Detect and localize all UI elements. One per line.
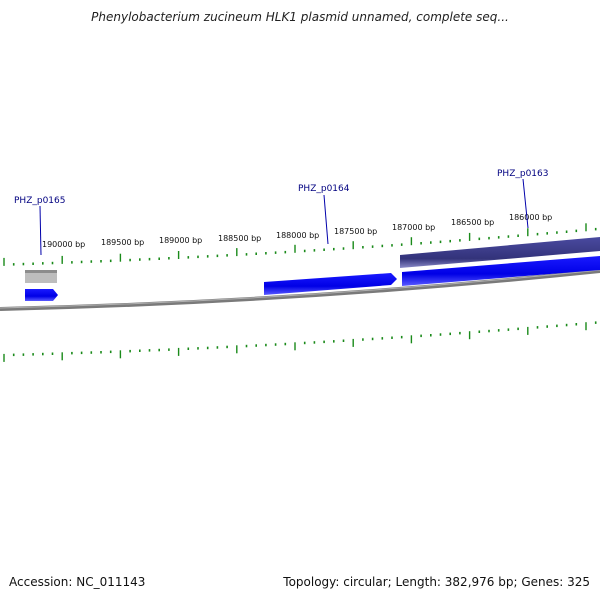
tick-label-188000: 188000 bp (276, 231, 319, 240)
leader-line-phz-p0163 (522, 178, 529, 229)
grey-feature-edge (25, 270, 57, 273)
topology-summary: Topology: circular; Length: 382,976 bp; … (283, 575, 590, 589)
tick-label-187500: 187500 bp (334, 227, 377, 236)
tick-label-186500: 186500 bp (451, 218, 494, 227)
tick-label-190000: 190000 bp (42, 240, 85, 249)
gene-arrow-forward[interactable] (402, 256, 600, 286)
upper-tick-row (3, 223, 597, 266)
plasmid-backbone (0, 269, 600, 311)
accession-text: Accession: NC_011143 (9, 575, 146, 589)
gene-label-phz-p0163[interactable]: PHZ_p0163 (497, 169, 548, 179)
gene-label-phz-p0164[interactable]: PHZ_p0164 (298, 184, 350, 194)
gene-arrow-phz-p0163[interactable] (400, 237, 600, 268)
gene-arrow-phz-p0164[interactable] (264, 273, 397, 295)
tick-label-189500: 189500 bp (101, 238, 144, 247)
map-title: Phenylobacterium zucineum HLK1 plasmid u… (91, 10, 509, 24)
tick-label-187000: 187000 bp (392, 223, 435, 232)
tick-label-189000: 189000 bp (159, 236, 202, 245)
gene-arrow-phz-p0165[interactable] (25, 289, 58, 301)
leader-line-phz-p0164 (323, 194, 329, 245)
grey-feature[interactable] (25, 270, 57, 283)
tick-label-188500: 188500 bp (218, 234, 261, 243)
leader-line-phz-p0165 (39, 205, 42, 256)
backbone-highlight (0, 269, 600, 309)
gene-label-phz-p0165[interactable]: PHZ_p0165 (14, 196, 65, 206)
lower-tick-row (3, 321, 597, 362)
tick-label-186000: 186000 bp (509, 213, 552, 222)
